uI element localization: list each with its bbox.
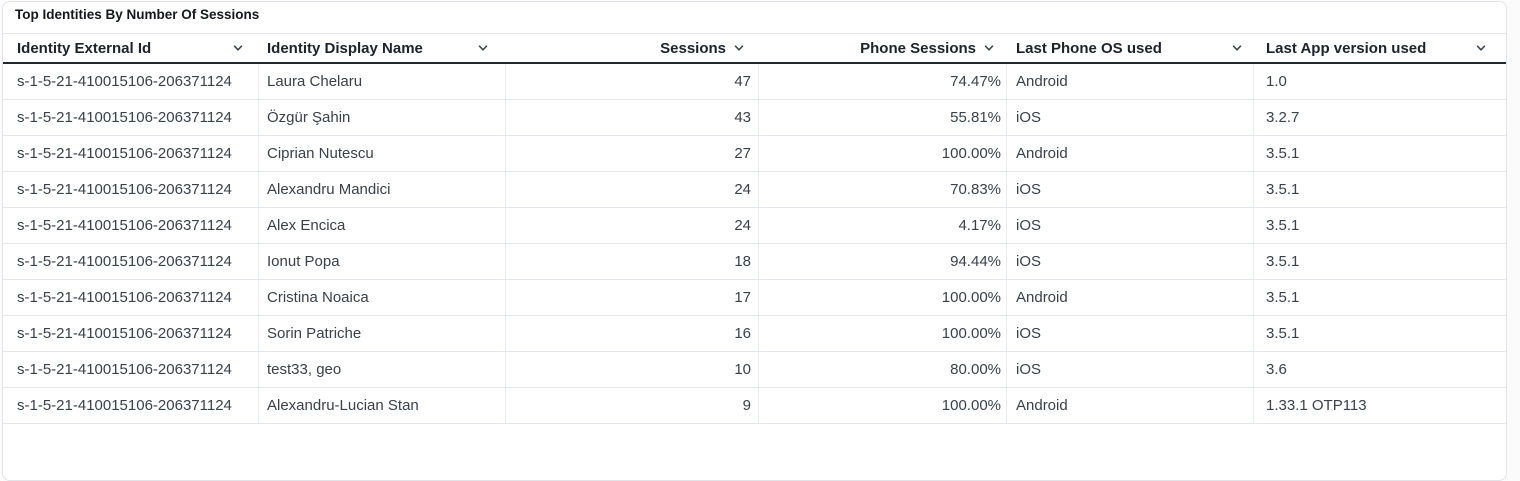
chevron-down-icon[interactable] xyxy=(1230,41,1244,55)
cell-external-id: s-1-5-21-410015106-206371124 xyxy=(3,280,259,315)
column-header-label: Identity External Id xyxy=(17,39,152,57)
table-row: s-1-5-21-410015106-206371124 Alex Encica 2… xyxy=(3,208,1506,244)
table-row: s-1-5-21-410015106-206371124 Sorin Patric… xyxy=(3,316,1506,352)
chevron-down-icon[interactable] xyxy=(231,41,245,55)
chevron-down-icon[interactable] xyxy=(982,41,996,55)
cell-display-name: Sorin Patriche xyxy=(259,316,506,351)
table-header-row: Identity External Id Identity Display Nam… xyxy=(3,33,1506,64)
column-header-label: Phone Sessions xyxy=(860,39,976,57)
cell-sessions: 10 xyxy=(506,352,759,387)
column-header-sessions[interactable]: Sessions xyxy=(506,34,759,62)
cell-sessions: 16 xyxy=(506,316,759,351)
cell-external-id: s-1-5-21-410015106-206371124 xyxy=(3,100,259,135)
cell-phone-sessions: 100.00% xyxy=(759,136,1007,171)
cell-display-name: Alexandru Mandici xyxy=(259,172,506,207)
cell-display-name: Alex Encica xyxy=(259,208,506,243)
cell-external-id: s-1-5-21-410015106-206371124 xyxy=(3,172,259,207)
cell-sessions: 43 xyxy=(506,100,759,135)
cell-external-id: s-1-5-21-410015106-206371124 xyxy=(3,64,259,99)
table-row: s-1-5-21-410015106-206371124 Ionut Popa 18… xyxy=(3,244,1506,280)
cell-external-id: s-1-5-21-410015106-206371124 xyxy=(3,316,259,351)
cell-phone-sessions: 100.00% xyxy=(759,280,1007,315)
cell-last-app-version: 3.5.1 xyxy=(1266,145,1300,162)
cell-external-id: s-1-5-21-410015106-206371124 xyxy=(3,136,259,171)
cell-sessions: 27 xyxy=(506,136,759,171)
column-header-last-app-version[interactable]: Last App version used xyxy=(1254,34,1506,62)
column-header-display-name[interactable]: Identity Display Name xyxy=(259,34,506,62)
cell-phone-sessions: 4.17% xyxy=(759,208,1007,243)
cell-display-name: Laura Chelaru xyxy=(259,64,506,99)
cell-display-name: test33, geo xyxy=(259,352,506,387)
cell-last-phone-os: iOS xyxy=(1007,100,1254,135)
table-row: s-1-5-21-410015106-206371124 Ciprian Nute… xyxy=(3,136,1506,172)
column-header-phone-sessions[interactable]: Phone Sessions xyxy=(759,34,1007,62)
cell-phone-sessions: 74.47% xyxy=(759,64,1007,99)
cell-phone-sessions: 100.00% xyxy=(759,388,1007,423)
cell-sessions: 9 xyxy=(506,388,759,423)
chevron-down-icon[interactable] xyxy=(732,41,746,55)
chevron-down-icon[interactable] xyxy=(476,41,490,55)
cell-sessions: 24 xyxy=(506,208,759,243)
table-body: s-1-5-21-410015106-206371124 Laura Chelar… xyxy=(3,64,1506,424)
cell-display-name: Özgür Şahin xyxy=(259,100,506,135)
cell-external-id: s-1-5-21-410015106-206371124 xyxy=(3,244,259,279)
cell-last-app-version: 3.5.1 xyxy=(1266,253,1300,270)
cell-last-phone-os: Android xyxy=(1007,136,1254,171)
column-header-label: Sessions xyxy=(660,39,726,57)
cell-phone-sessions: 80.00% xyxy=(759,352,1007,387)
cell-external-id: s-1-5-21-410015106-206371124 xyxy=(3,388,259,423)
cell-last-app-version: 3.5.1 xyxy=(1266,181,1300,198)
cell-phone-sessions: 100.00% xyxy=(759,316,1007,351)
cell-external-id: s-1-5-21-410015106-206371124 xyxy=(3,208,259,243)
cell-phone-sessions: 70.83% xyxy=(759,172,1007,207)
cell-sessions: 24 xyxy=(506,172,759,207)
cell-last-app-version: 1.0 xyxy=(1266,73,1287,90)
cell-sessions: 47 xyxy=(506,64,759,99)
cell-sessions: 17 xyxy=(506,280,759,315)
cell-display-name: Cristina Noaica xyxy=(259,280,506,315)
cell-phone-sessions: 94.44% xyxy=(759,244,1007,279)
cell-sessions: 18 xyxy=(506,244,759,279)
table-row: s-1-5-21-410015106-206371124 test33, geo 1… xyxy=(3,352,1506,388)
panel-title: Top Identities By Number Of Sessions xyxy=(15,7,260,22)
cell-last-app-version: 3.5.1 xyxy=(1266,217,1300,234)
chevron-down-icon[interactable] xyxy=(1474,41,1488,55)
cell-last-app-version: 3.5.1 xyxy=(1266,289,1300,306)
column-header-last-phone-os[interactable]: Last Phone OS used xyxy=(1007,34,1254,62)
cell-last-app-version: 3.2.7 xyxy=(1266,109,1300,126)
cell-external-id: s-1-5-21-410015106-206371124 xyxy=(3,352,259,387)
cell-display-name: Alexandru-Lucian Stan xyxy=(259,388,506,423)
column-header-label: Last Phone OS used xyxy=(1016,39,1162,57)
table-row: s-1-5-21-410015106-206371124 Cristina Noa… xyxy=(3,280,1506,316)
cell-last-app-version: 3.5.1 xyxy=(1266,325,1300,342)
cell-last-phone-os: iOS xyxy=(1007,316,1254,351)
table-row: s-1-5-21-410015106-206371124 Alexandru-Lu… xyxy=(3,388,1506,424)
cell-last-phone-os: Android xyxy=(1007,280,1254,315)
cell-last-phone-os: iOS xyxy=(1007,352,1254,387)
column-header-label: Last App version used xyxy=(1266,39,1427,57)
cell-last-phone-os: Android xyxy=(1007,388,1254,423)
column-header-external-id[interactable]: Identity External Id xyxy=(3,34,259,62)
cell-last-phone-os: iOS xyxy=(1007,208,1254,243)
cell-last-app-version: 1.33.1 OTP113 xyxy=(1266,397,1367,414)
cell-display-name: Ciprian Nutescu xyxy=(259,136,506,171)
cell-phone-sessions: 55.81% xyxy=(759,100,1007,135)
cell-display-name: Ionut Popa xyxy=(259,244,506,279)
table-row: s-1-5-21-410015106-206371124 Özgür Şahin 4… xyxy=(3,100,1506,136)
cell-last-phone-os: iOS xyxy=(1007,244,1254,279)
table-row: s-1-5-21-410015106-206371124 Laura Chelar… xyxy=(3,64,1506,100)
table-row: s-1-5-21-410015106-206371124 Alexandru Ma… xyxy=(3,172,1506,208)
column-header-label: Identity Display Name xyxy=(267,39,423,57)
cell-last-phone-os: Android xyxy=(1007,64,1254,99)
cell-last-app-version: 3.6 xyxy=(1266,361,1287,378)
cell-last-phone-os: iOS xyxy=(1007,172,1254,207)
